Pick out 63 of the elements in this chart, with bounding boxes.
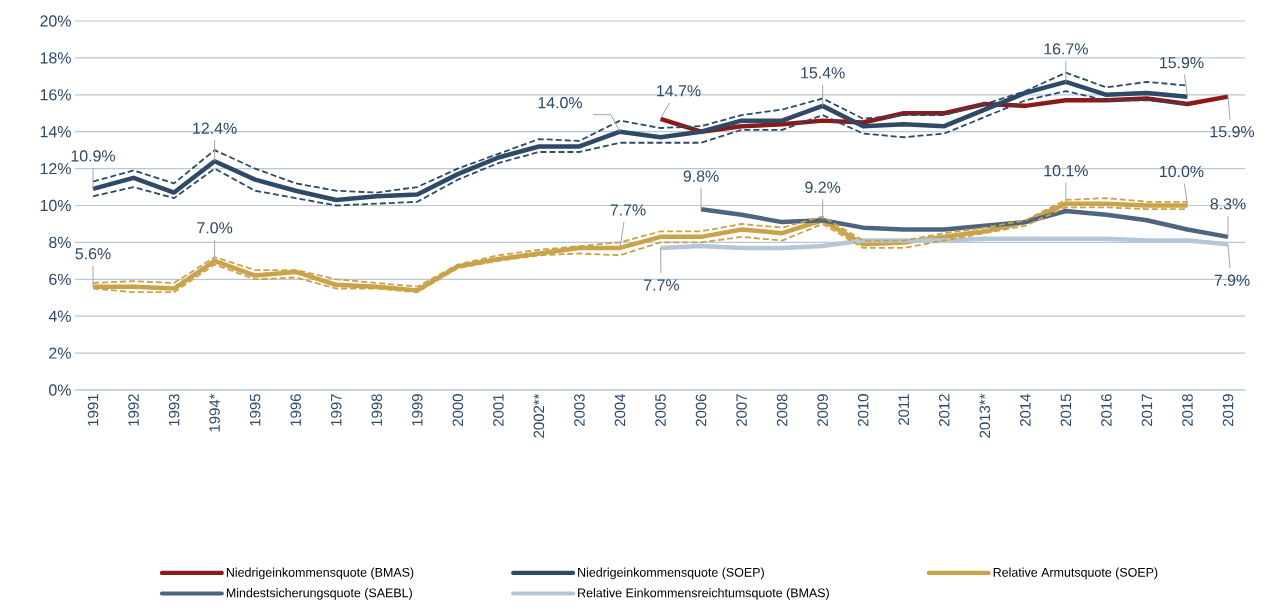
x-tick-label: 1997	[330, 394, 342, 426]
x-tick-label: 2001	[493, 394, 504, 427]
x-tick-label: 1998	[371, 394, 383, 426]
data-label: 9.8%	[683, 170, 719, 182]
x-tick-label: 2000	[452, 394, 464, 427]
y-tick-label: 8%	[49, 236, 71, 249]
y-tick-label: 20%	[40, 15, 71, 27]
data-label: 15.4%	[801, 67, 845, 79]
data-label: 7.7%	[644, 279, 680, 291]
x-tick-label: 2010	[857, 394, 869, 427]
x-tick-label: 2012	[938, 394, 950, 427]
data-label: 16.7%	[1044, 43, 1088, 55]
data-label: 10.9%	[71, 150, 116, 162]
y-tick-label: 14%	[40, 126, 71, 138]
data-label: 7.7%	[610, 204, 646, 216]
data-label: 7.9%	[1214, 274, 1250, 286]
data-label: 12.4%	[193, 122, 237, 134]
x-tick-label: 2005	[655, 394, 666, 427]
data-label: 10.0%	[1160, 165, 1204, 178]
x-tick-label: 2002**	[533, 393, 545, 438]
data-label: 8.3%	[1210, 198, 1246, 210]
data-label: 5.6%	[75, 248, 111, 260]
x-tick-label: 1996	[290, 394, 301, 426]
data-label: 14.0%	[538, 97, 582, 109]
x-tick-label: 2008	[776, 394, 788, 427]
x-tick-label: 1992	[128, 394, 139, 426]
legend-label: Relative Einkommensreichtumsquote (BMAS)	[578, 588, 829, 600]
x-tick-label: 2004	[614, 393, 626, 427]
x-tick-label: 2016	[1101, 394, 1112, 427]
x-tick-label: 2018	[1182, 394, 1193, 427]
x-tick-label: 2014	[1020, 393, 1031, 427]
y-tick-label: 16%	[40, 89, 71, 101]
x-tick-label: 2017	[1141, 394, 1153, 427]
y-tick-label: 0%	[49, 384, 71, 396]
data-label: 15.9%	[1160, 57, 1204, 69]
x-tick-label: 1995	[249, 394, 261, 426]
legend-label: Mindestsicherungsquote (SAEBL)	[226, 588, 412, 600]
data-label: 9.2%	[805, 181, 841, 193]
y-tick-label: 18%	[40, 52, 71, 64]
legend-label: Niedrigeinkommensquote (SOEP)	[578, 567, 764, 580]
data-label: 10.1%	[1044, 165, 1088, 177]
x-tick-label: 1993	[168, 394, 180, 426]
legend-label: Niedrigeinkommensquote (BMAS)	[226, 567, 414, 580]
y-tick-label: 4%	[48, 310, 71, 322]
y-tick-label: 10%	[40, 199, 71, 212]
x-tick-label: 2013**	[979, 393, 991, 438]
x-tick-label: 2007	[736, 394, 747, 427]
data-label: 14.7%	[657, 85, 701, 97]
x-tick-label: 1994*	[209, 393, 220, 432]
y-tick-label: 2%	[49, 347, 71, 359]
x-tick-label: 1999	[412, 394, 423, 426]
x-tick-label: 2019	[1222, 394, 1234, 427]
x-tick-label: 1991	[87, 394, 99, 426]
y-tick-label: 6%	[49, 273, 71, 285]
y-tick-label: 12%	[40, 162, 71, 175]
x-tick-label: 2003	[574, 394, 585, 427]
data-label: 7.0%	[197, 222, 233, 234]
x-tick-label: 2009	[817, 394, 828, 427]
legend-label: Relative Armutsquote (SOEP)	[993, 567, 1158, 580]
x-tick-label: 2011	[898, 394, 910, 425]
x-tick-label: 2015	[1060, 394, 1072, 427]
x-tick-label: 2006	[695, 394, 707, 427]
data-label: 15.9%	[1210, 126, 1255, 138]
